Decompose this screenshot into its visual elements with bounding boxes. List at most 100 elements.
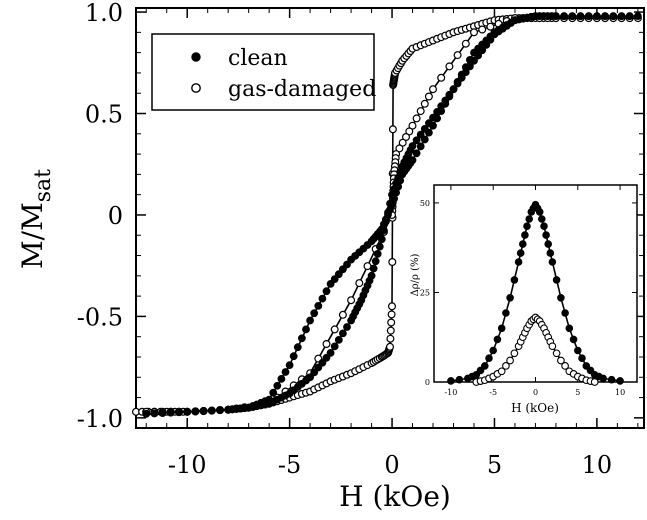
- inset-frame: [433, 184, 638, 383]
- y-tick-label: 1.0: [85, 0, 123, 27]
- data-point-clean: [561, 309, 569, 317]
- data-point-clean: [339, 265, 347, 274]
- data-point-clean: [516, 249, 525, 257]
- data-point-gas-damaged: [338, 310, 347, 319]
- data-point-clean: [470, 48, 478, 57]
- data-point-clean: [445, 92, 454, 101]
- data-point-clean: [453, 78, 462, 86]
- data-point-gas-damaged: [355, 279, 364, 288]
- data-point-clean: [542, 231, 550, 239]
- data-point-gas-damaged: [486, 22, 495, 31]
- data-point-clean: [175, 408, 183, 417]
- data-point-clean: [425, 128, 433, 137]
- data-point-clean: [557, 294, 565, 302]
- y-tick-label: 0.5: [85, 101, 123, 129]
- data-point-gas-damaged: [387, 310, 396, 319]
- data-point-gas-damaged: [561, 362, 569, 370]
- data-point-gas-damaged: [387, 318, 396, 327]
- data-point-clean: [535, 208, 544, 216]
- data-point-clean: [576, 12, 585, 21]
- x-tick-label: 10: [582, 451, 613, 479]
- inset-y-axis-ticks: 0 25 50: [420, 199, 637, 387]
- x-tick-label: -10: [168, 451, 207, 479]
- data-point-clean: [273, 381, 282, 390]
- data-point-gas-damaged: [590, 378, 599, 386]
- data-point-clean: [166, 408, 175, 417]
- data-point-clean: [310, 309, 319, 318]
- data-point-clean: [343, 323, 351, 331]
- data-point-clean: [510, 276, 519, 284]
- data-point-clean: [538, 215, 546, 223]
- legend-marker-gas-damaged: [191, 83, 201, 93]
- data-point-gas-damaged: [445, 62, 454, 71]
- inset-y-tick-label: 50: [420, 199, 430, 208]
- y-axis-label: M/Msat: [16, 169, 56, 269]
- data-point-clean: [371, 257, 380, 266]
- data-point-clean: [601, 12, 609, 21]
- data-point-clean: [150, 409, 159, 418]
- data-point-clean: [306, 373, 315, 382]
- data-point-gas-damaged: [453, 51, 462, 60]
- data-point-clean: [481, 362, 489, 370]
- data-point-gas-damaged: [402, 133, 411, 142]
- data-point-gas-damaged: [470, 28, 479, 37]
- y-tick-label: 0: [108, 202, 123, 230]
- data-point-clean: [433, 114, 442, 123]
- x-axis-ticks: -10 -5 0 5 10: [145, 8, 639, 479]
- data-point-clean: [347, 255, 356, 264]
- data-point-clean: [285, 361, 294, 370]
- data-point-gas-damaged: [388, 302, 397, 311]
- data-point-clean: [373, 250, 382, 258]
- data-point-gas-damaged: [552, 349, 561, 358]
- data-point-gas-damaged: [429, 85, 438, 94]
- data-point-clean: [429, 121, 437, 130]
- data-point-gas-damaged: [388, 125, 397, 134]
- data-point-clean: [322, 353, 331, 362]
- data-point-clean: [334, 270, 343, 279]
- data-point-clean: [314, 302, 323, 310]
- data-point-gas-damaged: [395, 144, 404, 153]
- data-point-clean: [298, 334, 306, 343]
- data-point-clean: [224, 405, 233, 414]
- data-point-clean: [330, 275, 339, 284]
- data-point-clean: [521, 231, 529, 239]
- data-point-clean: [523, 222, 531, 230]
- inset-x-tick-label: 0: [533, 388, 538, 397]
- data-point-clean: [634, 12, 642, 21]
- data-point-clean: [457, 70, 466, 79]
- data-point-gas-damaged: [420, 99, 429, 108]
- data-point-gas-damaged: [386, 334, 395, 343]
- x-axis-label: H (kOe): [339, 480, 451, 513]
- data-point-clean: [420, 135, 429, 144]
- data-point-clean: [408, 142, 417, 150]
- data-point-clean: [318, 358, 327, 367]
- data-point-clean: [485, 354, 493, 363]
- data-point-clean: [489, 346, 498, 355]
- inset-x-tick-label: -10: [444, 388, 457, 397]
- data-point-clean: [326, 280, 335, 288]
- data-point-gas-damaged: [497, 367, 506, 376]
- data-point-clean: [544, 240, 553, 248]
- data-point-clean: [565, 324, 574, 333]
- data-point-gas-damaged: [502, 362, 510, 370]
- data-point-gas-damaged: [388, 258, 397, 267]
- data-point-clean: [343, 260, 351, 269]
- data-point-gas-damaged: [557, 356, 565, 365]
- inset-y-tick-label: 25: [420, 288, 430, 297]
- data-point-clean: [367, 271, 376, 280]
- legend: clean gas-damaged: [151, 33, 376, 111]
- y-tick-label: -0.5: [77, 303, 123, 331]
- data-point-clean: [314, 363, 323, 372]
- data-point-clean: [310, 368, 319, 377]
- data-point-clean: [609, 12, 618, 21]
- data-point-clean: [369, 264, 378, 273]
- data-point-clean: [302, 325, 310, 334]
- main-series-markers: [132, 12, 642, 418]
- data-point-gas-damaged: [386, 342, 395, 351]
- data-point-clean: [447, 377, 455, 385]
- data-point-clean: [519, 240, 527, 248]
- data-point-clean: [525, 215, 534, 223]
- data-point-gas-damaged: [398, 138, 407, 147]
- data-point-clean: [216, 406, 224, 415]
